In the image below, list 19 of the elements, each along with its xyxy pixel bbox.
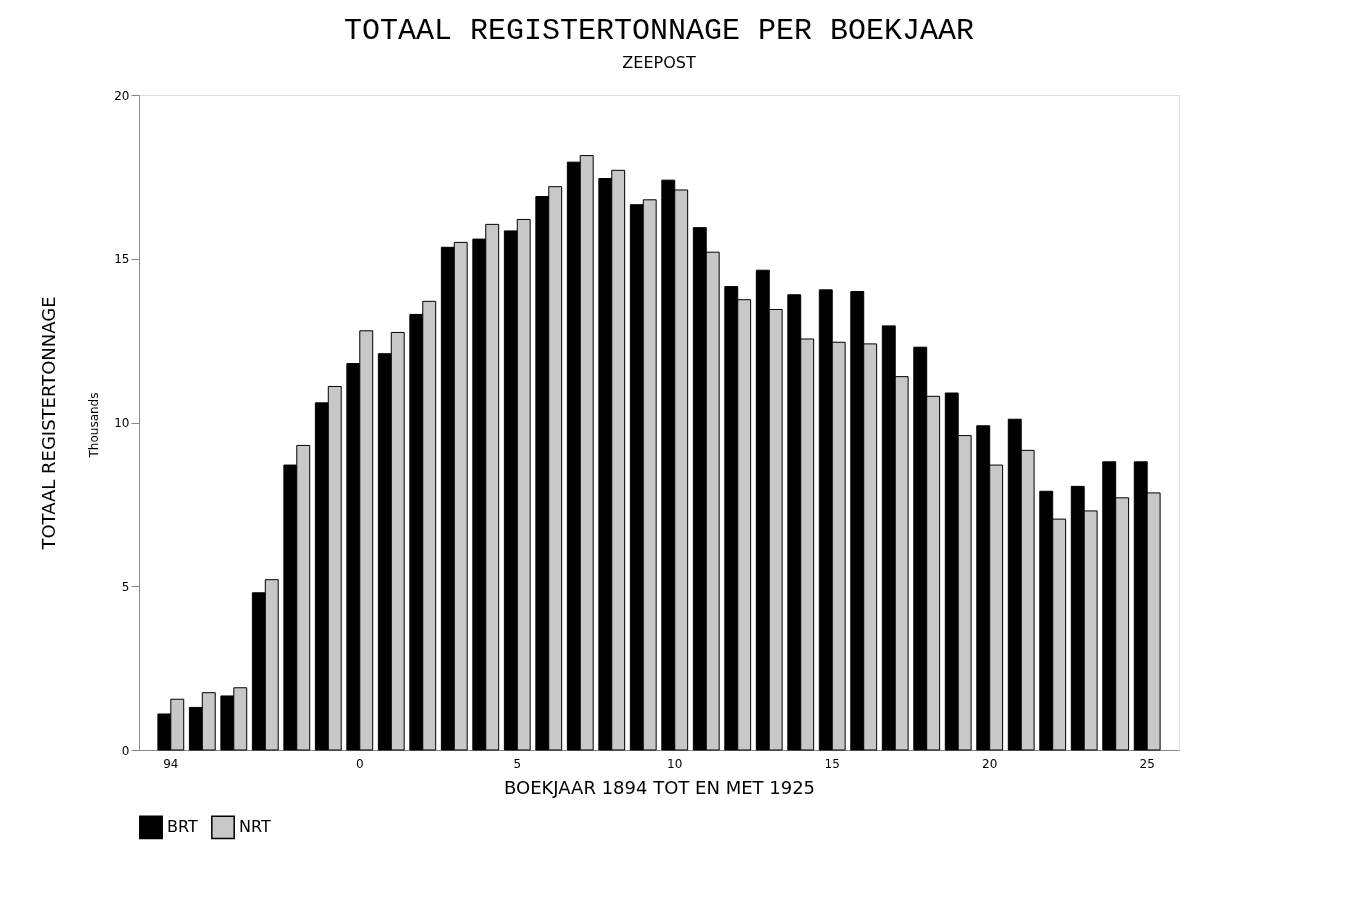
y-tick-label: 15 — [114, 252, 130, 267]
x-tick-label: 5 — [513, 756, 522, 771]
text: Thousands — [87, 392, 101, 459]
chart-title: TOTAAL REGISTERTONNAGE PER BOEKJAAR — [343, 14, 975, 48]
y-axis-title: TOTAAL REGISTERTONNAGE — [38, 296, 60, 551]
x-tick-label: 20 — [982, 756, 998, 771]
y-tick-label: 10 — [114, 416, 130, 430]
legend-label: NRT — [239, 817, 271, 837]
x-tick-label: 0 — [355, 756, 364, 771]
x-tick-label: 15 — [824, 756, 840, 771]
x-tick-label: 10 — [667, 756, 683, 771]
legend-label: BRT — [167, 817, 198, 837]
chart-subtitle: ZEEPOST — [622, 53, 696, 72]
y-tick-label: 0 — [121, 743, 130, 758]
y-tick-label: 5 — [121, 579, 130, 594]
x-tick-label: 25 — [1139, 756, 1155, 771]
y-tick-label: 20 — [114, 88, 130, 103]
x-tick-label: 94 — [163, 756, 179, 771]
x-axis-title: BOEKJAAR 1894 TOT EN MET 1925 — [503, 776, 816, 798]
